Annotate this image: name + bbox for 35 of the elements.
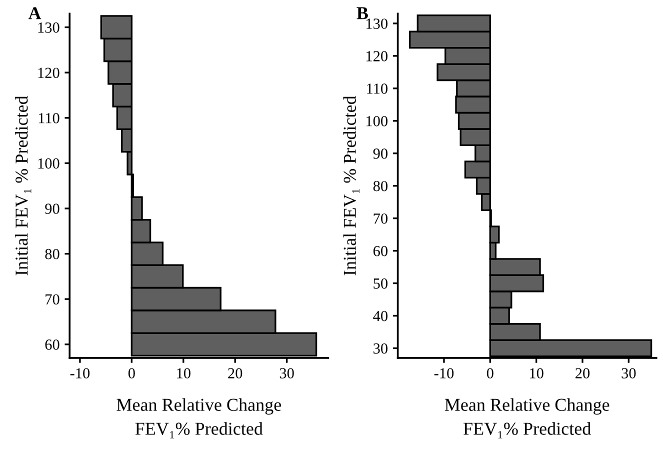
x-tick-label: -10 [434, 368, 454, 378]
y-tick-label: 120 [366, 51, 388, 62]
y-tick-label: 80 [373, 180, 388, 192]
y-tick-label: 120 [38, 68, 60, 78]
y-tick-label: 30 [374, 343, 388, 354]
x-tick-label: 0 [128, 368, 135, 378]
x-tick-label: 30 [622, 368, 636, 378]
y-tick-label: 100 [38, 158, 60, 169]
y-tick-label: 70 [374, 213, 388, 224]
x-axis-title: Mean Relative Change FEV₁% Predicted [444, 398, 610, 438]
y-tick-label: 80 [45, 248, 60, 260]
y-tick-label: 60 [45, 340, 60, 350]
y-tick-label: 130 [38, 22, 60, 33]
y-tick-label: 50 [374, 278, 388, 289]
y-tick-label: 130 [366, 18, 388, 29]
x-tick-label: 30 [280, 368, 294, 378]
y-tick-label: 60 [373, 246, 388, 256]
x-tick-label: 10 [530, 368, 544, 378]
y-tick-label: 90 [373, 148, 388, 159]
y-tick-label: 110 [367, 84, 388, 94]
y-axis-title: Initial FEV₁ % Predicted [15, 96, 32, 276]
x-tick-label: 20 [576, 368, 590, 378]
x-tick-label: 10 [177, 368, 190, 378]
y-axis-title: Initial FEV₁ % Predicted [343, 96, 360, 276]
chart-title: B [356, 7, 368, 20]
x-tick-label: 20 [228, 368, 242, 378]
x-tick-label: -10 [70, 368, 90, 378]
y-tick-label: 110 [38, 113, 60, 124]
x-axis-title: Mean Relative Change FEV₁% Predicted [116, 398, 281, 438]
x-tick-label: 0 [486, 368, 494, 378]
y-tick-label: 90 [45, 204, 60, 214]
y-tick-label: 70 [46, 294, 60, 305]
chart-title: A [28, 7, 42, 20]
y-tick-label: 40 [373, 310, 388, 322]
y-tick-label: 100 [366, 116, 388, 126]
